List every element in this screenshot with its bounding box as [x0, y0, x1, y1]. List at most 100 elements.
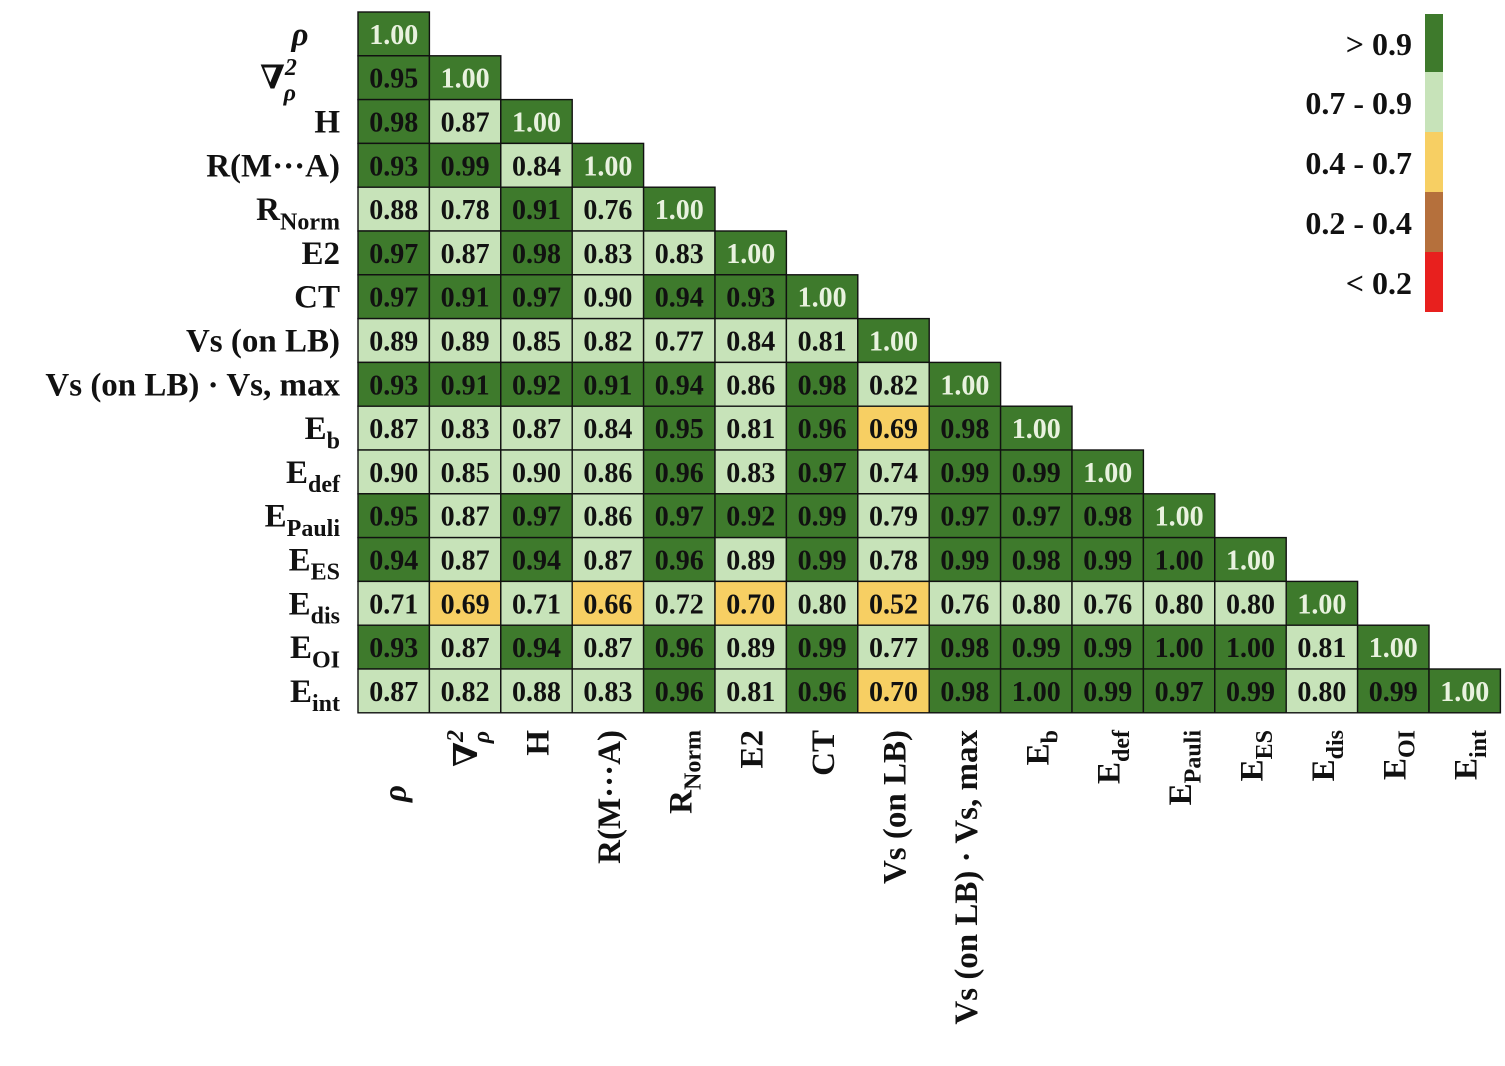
- data-label-edef-e2: 0.83: [726, 458, 775, 489]
- heatmap-cell-epauli-vs-on-lb: [857, 493, 930, 539]
- data-label-eb-h: 0.87: [512, 414, 561, 445]
- column-label-eint: Eint: [1449, 730, 1492, 780]
- row-label-rho: ρ: [291, 17, 309, 53]
- r-ma-label-base: R(M···A): [206, 148, 340, 184]
- data-label-h-rho: 0.98: [369, 108, 418, 139]
- heatmap-cell-eoi-vs-product: [928, 624, 1002, 670]
- heatmap-cell-edef-eb: [999, 449, 1073, 495]
- eb-label-base: E: [305, 411, 327, 447]
- data-label-eoi-vs-product: 0.98: [940, 633, 989, 664]
- data-label-epauli-r-norm: 0.97: [655, 502, 704, 533]
- data-label-edis-r-norm: 0.72: [655, 589, 704, 620]
- data-label-ct-h: 0.97: [512, 283, 561, 314]
- epauli-label-sub: Pauli: [1180, 730, 1206, 784]
- column-label-eoi: EOI: [1377, 730, 1420, 780]
- data-label-eb-r-ma: 0.84: [583, 414, 632, 445]
- heatmap-cell-edef-vs-on-lb: [857, 449, 930, 495]
- heatmap-cell-eint-rho: [357, 668, 431, 714]
- heatmap-cell-edis-rho: [357, 580, 431, 626]
- column-label-vs-on-lb: Vs (on LB): [878, 730, 914, 884]
- r-norm-label-base: R: [256, 192, 281, 228]
- heatmap-cell-ees-edef: [1071, 536, 1145, 583]
- heatmap-cell-eoi-vs-on-lb: [857, 624, 930, 670]
- data-label-eb-ct: 0.96: [798, 414, 847, 445]
- legend-label-2: 0.4 - 0.7: [1305, 145, 1412, 181]
- heatmap-cell-epauli-lap-rho: [428, 493, 502, 539]
- data-label-eint-ct: 0.96: [798, 677, 847, 708]
- ees-label-sub: ES: [1252, 730, 1278, 759]
- heatmap-cell-eoi-eb: [999, 624, 1073, 670]
- data-label-r-norm-r-ma: 0.76: [583, 195, 632, 226]
- heatmap-cell-vs-on-lb-e2: [714, 317, 788, 364]
- heatmap-cell-vs-product-vs-product: [928, 361, 1002, 407]
- heatmap-cell-vs-on-lb-ct: [785, 317, 859, 364]
- eint-label-base: E: [1449, 758, 1485, 780]
- data-label-edis-vs-product: 0.76: [940, 589, 989, 620]
- heatmap-cell-eint-edis: [1285, 668, 1359, 714]
- data-label-vs-on-lb-vs-on-lb: 1.00: [869, 327, 918, 358]
- heatmap-cell-edis-eb: [999, 580, 1073, 626]
- data-label-ees-vs-on-lb: 0.78: [869, 546, 918, 577]
- data-label-lap-rho-rho: 0.95: [369, 64, 418, 95]
- heatmap-cell-eint-h: [500, 668, 573, 714]
- data-label-vs-on-lb-rho: 0.89: [369, 327, 418, 358]
- data-label-vs-on-lb-r-ma: 0.82: [583, 327, 632, 358]
- data-label-epauli-vs-product: 0.97: [940, 502, 989, 533]
- data-label-edis-ees: 0.80: [1226, 589, 1275, 620]
- data-label-epauli-lap-rho: 0.87: [441, 502, 490, 533]
- column-label-ees: EES: [1235, 730, 1278, 781]
- data-label-h-lap-rho: 0.87: [441, 108, 490, 139]
- ees-label-sub: ES: [311, 560, 340, 586]
- column-label-vs-product: Vs (on LB) · Vs, max: [949, 730, 985, 1025]
- data-label-ees-epauli: 1.00: [1155, 546, 1204, 577]
- heatmap-cell-vs-on-lb-r-norm: [642, 317, 716, 364]
- column-label-ct: CT: [806, 730, 842, 776]
- data-label-edis-edis: 1.00: [1297, 589, 1346, 620]
- heatmap-cell-eint-vs-product: [928, 668, 1002, 714]
- data-label-r-norm-r-norm: 1.00: [655, 195, 704, 226]
- heatmap-cell-ees-ct: [785, 536, 859, 583]
- data-label-lap-rho-lap-rho: 1.00: [441, 64, 490, 95]
- data-label-eoi-ees: 1.00: [1226, 633, 1275, 664]
- data-label-e2-lap-rho: 0.87: [441, 239, 490, 270]
- row-label-edef: Edef: [286, 455, 341, 498]
- data-label-eint-h: 0.88: [512, 677, 561, 708]
- data-label-eb-rho: 0.87: [369, 414, 418, 445]
- data-label-ees-r-norm: 0.96: [655, 546, 704, 577]
- heatmap-cell-edis-r-norm: [642, 580, 716, 626]
- ees-label-base: E: [289, 543, 311, 579]
- data-label-vs-on-lb-e2: 0.84: [726, 327, 775, 358]
- epauli-label-base: E: [1163, 783, 1199, 805]
- heatmap-cell-epauli-eb: [999, 493, 1073, 539]
- data-label-edis-ct: 0.80: [798, 589, 847, 620]
- data-label-eint-ees: 0.99: [1226, 677, 1275, 708]
- heatmap-cell-eb-e2: [714, 405, 788, 451]
- heatmap-cell-ct-ct: [785, 274, 859, 320]
- heatmap-cell-edef-h: [500, 449, 573, 495]
- vs-product-label-base: Vs (on LB) · Vs, max: [45, 367, 340, 403]
- row-label-edis: Edis: [289, 586, 340, 629]
- row-label-eoi: EOI: [290, 630, 340, 673]
- heatmap-cell-epauli-edef: [1071, 493, 1145, 539]
- epauli-label-sub: Pauli: [287, 516, 341, 542]
- row-label-epauli: EPauli: [265, 499, 341, 542]
- heatmap-cells: 1.00 0.95 1.00 0.98 0.87 1.00 0.93 0.99 0.84 1.00…: [357, 11, 1502, 714]
- heatmap-cell-edef-r-ma: [571, 449, 645, 495]
- edis-label-sub: dis: [1323, 730, 1349, 759]
- rho-label-base: ρ: [378, 785, 414, 803]
- column-label-edef: Edef: [1092, 729, 1135, 784]
- eoi-label-sub: OI: [312, 647, 340, 673]
- heatmap-cell-vs-product-r-ma: [571, 361, 645, 407]
- data-label-r-norm-rho: 0.88: [369, 195, 418, 226]
- edis-label-sub: dis: [311, 604, 340, 630]
- data-label-eint-edef: 0.99: [1083, 677, 1132, 708]
- heatmap-cell-edis-e2: [714, 580, 788, 626]
- heatmap-cell-ees-vs-on-lb: [857, 536, 930, 583]
- heatmap-cell-eb-vs-on-lb: [857, 405, 930, 451]
- data-label-vs-product-r-ma: 0.91: [583, 370, 632, 401]
- data-label-r-norm-lap-rho: 0.78: [441, 195, 490, 226]
- ct-label-base: CT: [294, 280, 340, 316]
- data-label-eoi-rho: 0.93: [369, 633, 418, 664]
- data-label-edef-ct: 0.97: [798, 458, 847, 489]
